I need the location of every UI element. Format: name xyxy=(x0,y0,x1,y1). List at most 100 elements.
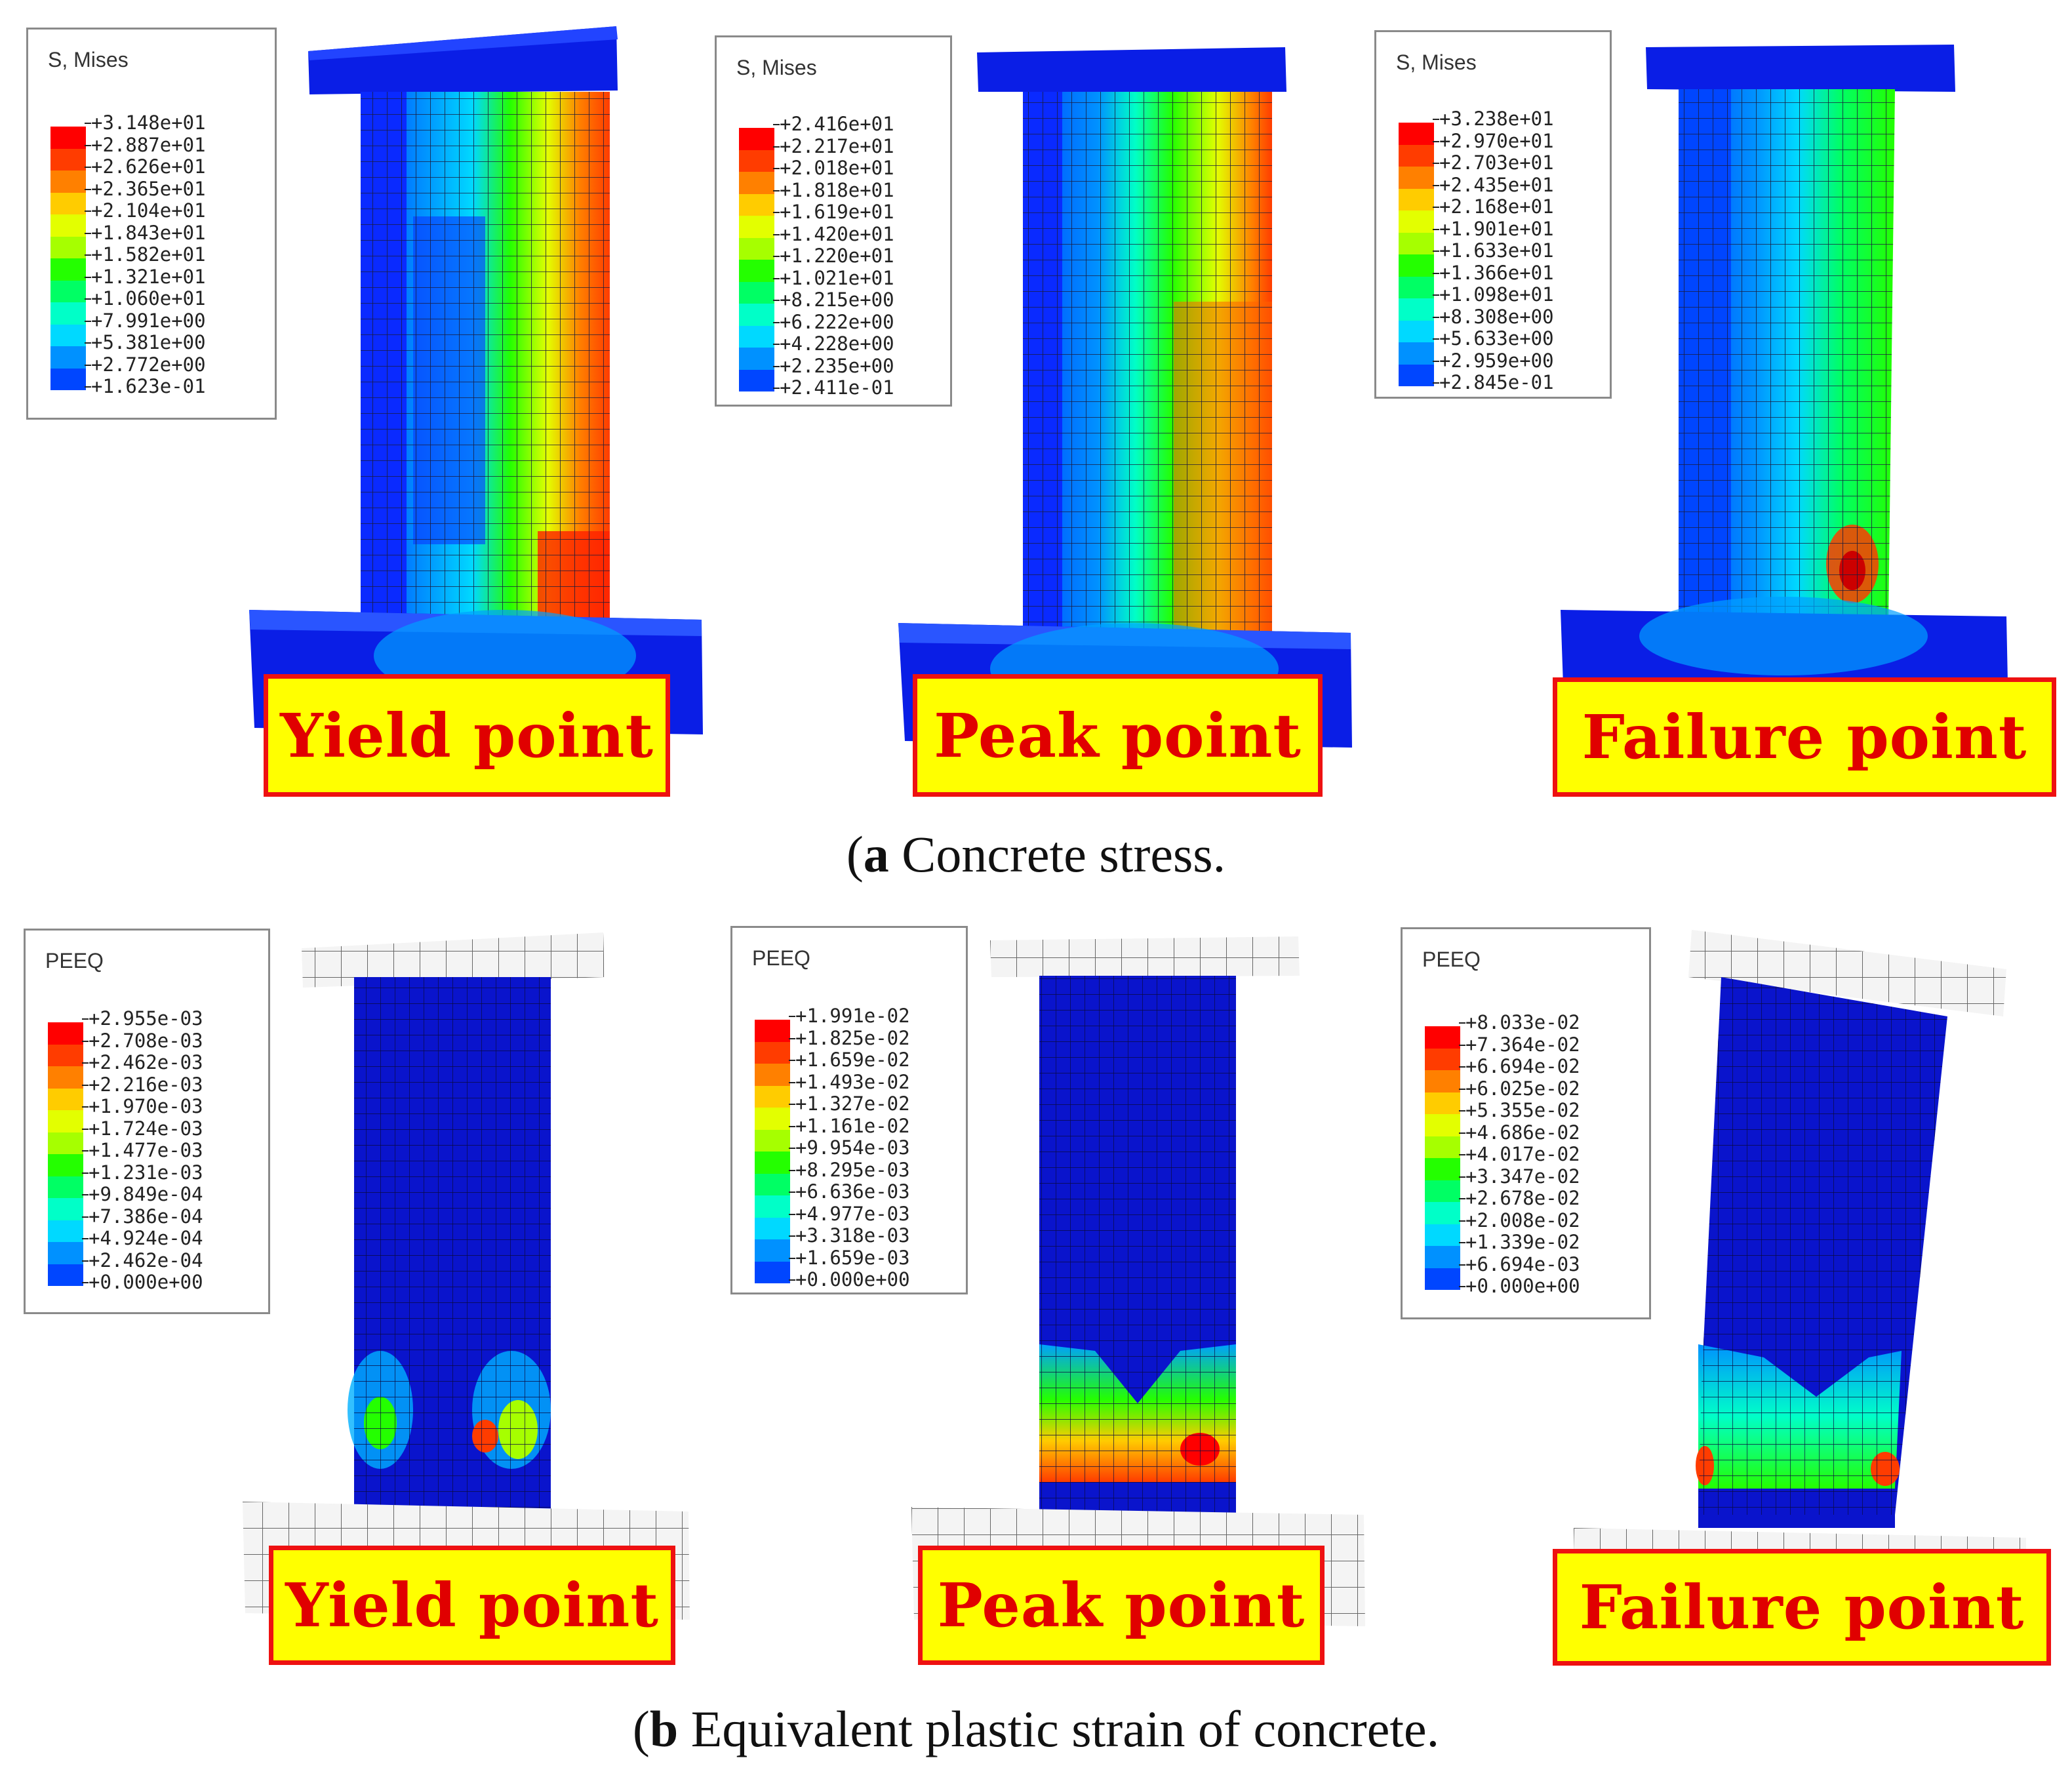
legend-swatch xyxy=(739,216,774,238)
legend-swatch xyxy=(1399,298,1434,321)
legend-tick xyxy=(85,386,91,388)
legend-value: +8.308e+00 xyxy=(1433,307,1554,327)
legend-value: +4.686e-02 xyxy=(1459,1123,1580,1142)
strain-model-failure xyxy=(1574,930,2026,1580)
strain-legend-peak: PEEQ +1.991e-02 +1.825e-02 +1.659e-02 +1.49… xyxy=(730,926,968,1294)
legend-tick xyxy=(1459,1264,1465,1266)
strain-model-yield xyxy=(243,932,690,1620)
legend-tick xyxy=(1459,1286,1465,1287)
legend-tick xyxy=(1433,207,1439,208)
legend-tick xyxy=(789,1213,795,1215)
legend-swatch xyxy=(739,304,774,326)
legend-swatch xyxy=(1399,364,1434,386)
legend-value: +1.321e+01 xyxy=(85,267,206,287)
legend-tick xyxy=(82,1062,89,1064)
legend-value: +6.636e-03 xyxy=(789,1182,910,1201)
legend-tick xyxy=(1433,228,1439,230)
legend-value: +1.327e-02 xyxy=(789,1094,910,1113)
legend-value: +5.633e+00 xyxy=(1433,329,1554,348)
legend-tick xyxy=(1433,272,1439,274)
legend-value: +3.148e+01 xyxy=(85,113,206,132)
legend-value: +9.954e-03 xyxy=(789,1138,910,1157)
legend-value: +2.462e-04 xyxy=(82,1251,203,1270)
legend-tick xyxy=(773,344,780,345)
legend-value: +2.416e+01 xyxy=(773,115,894,134)
legend-value: +3.318e-03 xyxy=(789,1226,910,1245)
legend-tick xyxy=(789,1169,795,1171)
legend-value: +3.347e-02 xyxy=(1459,1167,1580,1186)
legend-color-bar xyxy=(1425,1026,1460,1290)
legend-swatch xyxy=(48,1110,83,1132)
legend-swatch xyxy=(755,1239,790,1262)
caption-b-text: Equivalent plastic strain of concrete. xyxy=(678,1700,1440,1757)
legend-swatch xyxy=(1425,1246,1460,1268)
legend-value: +2.411e-01 xyxy=(773,378,894,397)
legend-swatch xyxy=(739,325,774,348)
legend-tick xyxy=(773,146,780,148)
legend-value: +4.924e-04 xyxy=(82,1229,203,1248)
legend-color-bar xyxy=(1399,123,1434,386)
caption-a-letter: a xyxy=(863,826,889,883)
legend-swatch xyxy=(1425,1158,1460,1180)
legend-swatch xyxy=(1399,320,1434,342)
legend-value: +7.991e+00 xyxy=(85,311,206,331)
legend-swatch xyxy=(755,1041,790,1064)
legend-swatch xyxy=(50,192,86,214)
legend-swatch xyxy=(1399,232,1434,254)
stress-label-yield-text: Yield point xyxy=(280,700,654,771)
legend-tick xyxy=(85,320,91,322)
legend-value: +2.959e+00 xyxy=(1433,351,1554,371)
legend-value: +5.381e+00 xyxy=(85,333,206,352)
legend-value: +6.222e+00 xyxy=(773,312,894,332)
legend-value: +0.000e+00 xyxy=(1459,1277,1580,1296)
caption-a: (a Concrete stress. xyxy=(846,826,1226,883)
legend-swatch xyxy=(50,127,86,149)
legend-tick xyxy=(1433,316,1439,318)
legend-tick xyxy=(789,1148,795,1149)
legend-swatch xyxy=(48,1154,83,1176)
legend-value: +2.168e+01 xyxy=(1433,197,1554,216)
strain-label-yield: Yield point xyxy=(269,1546,675,1665)
legend-swatch xyxy=(48,1022,83,1045)
legend-value: +0.000e+00 xyxy=(82,1273,203,1292)
legend-tick xyxy=(82,1084,89,1086)
strain-legend-failure: PEEQ +8.033e-02 +7.364e-02 +6.694e-02 +6.02… xyxy=(1401,927,1651,1319)
legend-swatch xyxy=(1425,1048,1460,1070)
legend-swatch xyxy=(1425,1114,1460,1136)
legend-value: +4.977e-03 xyxy=(789,1204,910,1224)
legend-value: +2.008e-02 xyxy=(1459,1211,1580,1230)
legend-value: +2.970e+01 xyxy=(1433,131,1554,151)
legend-tick xyxy=(1459,1066,1465,1068)
legend-swatch xyxy=(48,1044,83,1066)
legend-tick xyxy=(85,276,91,278)
legend-swatch xyxy=(755,1085,790,1108)
legend-swatch xyxy=(739,237,774,260)
legend-swatch xyxy=(1425,1268,1460,1290)
legend-color-bar xyxy=(50,127,86,390)
legend-swatch xyxy=(50,170,86,193)
legend-value: +1.060e+01 xyxy=(85,289,206,308)
legend-swatch xyxy=(739,150,774,172)
legend-value: +2.462e-03 xyxy=(82,1053,203,1072)
legend-tick xyxy=(773,233,780,235)
legend-tick xyxy=(789,1125,795,1127)
legend-value: +2.678e-02 xyxy=(1459,1189,1580,1208)
legend-swatch xyxy=(1399,188,1434,210)
legend-value: +1.991e-02 xyxy=(789,1007,910,1026)
legend-title: S, Mises xyxy=(1396,50,1477,74)
legend-value: +1.161e-02 xyxy=(789,1116,910,1136)
legend-tick xyxy=(1433,184,1439,186)
legend-value: +2.955e-03 xyxy=(82,1009,203,1028)
legend-tick xyxy=(82,1238,89,1239)
legend-tick xyxy=(789,1279,795,1281)
legend-color-bar xyxy=(48,1022,83,1286)
legend-value: +8.295e-03 xyxy=(789,1160,910,1180)
legend-value: +2.845e-01 xyxy=(1433,373,1554,392)
legend-tick xyxy=(1459,1088,1465,1090)
legend-value: +1.339e-02 xyxy=(1459,1233,1580,1252)
legend-swatch xyxy=(48,1220,83,1242)
caption-b-letter: b xyxy=(649,1700,679,1757)
legend-swatch xyxy=(755,1020,790,1042)
stress-model-failure xyxy=(1561,45,2008,685)
legend-swatch xyxy=(48,1088,83,1110)
